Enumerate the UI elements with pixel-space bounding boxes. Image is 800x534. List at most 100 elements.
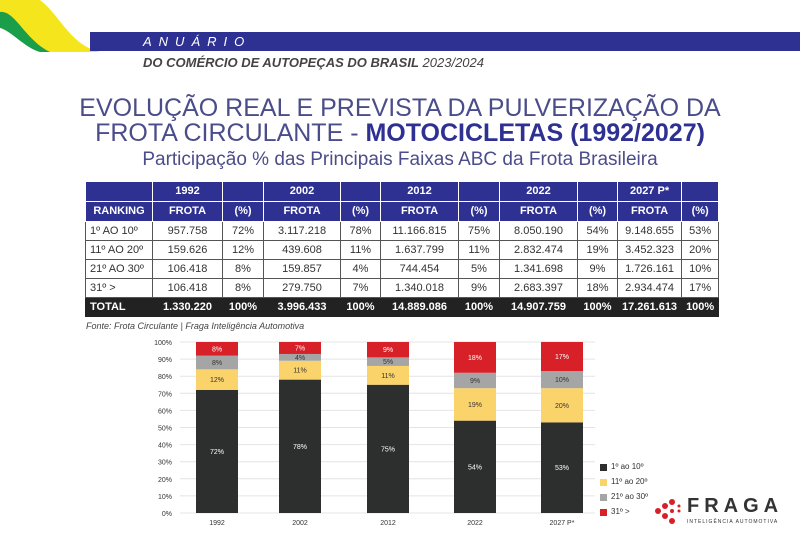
y-tick-label: 40% <box>158 443 172 450</box>
value-cell: 8% <box>222 259 264 279</box>
data-label: 9% <box>470 378 480 385</box>
value-cell: 9% <box>458 278 500 298</box>
rank-cell: 1º AO 10º <box>85 221 153 241</box>
bar-segment <box>454 342 496 373</box>
value-cell: 3.117.218 <box>263 221 341 241</box>
data-label: 10% <box>555 377 569 384</box>
value-cell: 106.418 <box>152 278 223 298</box>
data-label: 12% <box>210 377 224 384</box>
data-label: 7% <box>295 345 305 352</box>
logo-tagline: INTELIGÊNCIA AUTOMOTIVA <box>687 519 779 525</box>
bar-segment <box>541 342 583 372</box>
x-tick-label: 2012 <box>380 520 396 527</box>
header-cell <box>458 181 500 202</box>
x-tick-label: 1992 <box>209 520 225 527</box>
bar-segment <box>541 422 583 513</box>
value-cell: 18% <box>577 278 618 298</box>
rank-cell: 11º AO 20º <box>85 240 153 260</box>
frota-header: FROTA <box>152 201 223 222</box>
total-cell: 100% <box>458 297 500 317</box>
bar-segment <box>196 369 238 390</box>
value-cell: 3.452.323 <box>616 240 683 260</box>
anuario-label: ANUÁRIO <box>143 34 252 49</box>
table-header-years: 1992 2002 2012 2022 2027 P* <box>85 181 720 202</box>
value-cell: 2.683.397 <box>499 278 578 298</box>
bar-segment <box>279 353 321 361</box>
value-cell: 744.454 <box>380 259 459 279</box>
value-cell: 11% <box>340 240 381 260</box>
legend-item: 1º ao 10º <box>600 462 644 472</box>
table-row: 31º >106.418 8% 279.750 7% 1.340.018 9% 2.683.… <box>85 278 720 298</box>
value-cell: 106.418 <box>152 259 223 279</box>
data-label: 75% <box>381 446 395 453</box>
value-cell: 53% <box>681 221 720 241</box>
x-tick-label: 2002 <box>292 520 308 527</box>
value-cell: 19% <box>577 240 618 260</box>
data-label: 8% <box>212 346 222 353</box>
year-header: 2022 <box>499 181 578 202</box>
table-row: 1º AO 10º 957.758 72% 3.117.218 78% 11.166.81… <box>85 221 720 241</box>
header-cell <box>222 181 264 202</box>
fleet-table: 1992 2002 2012 2022 2027 P* RANKING FROTA (%) FR… <box>85 181 720 317</box>
legend-swatch <box>600 508 607 516</box>
data-label: 11% <box>381 373 395 380</box>
header-band <box>90 32 800 51</box>
value-cell: 4% <box>340 259 381 279</box>
bar-segment <box>367 357 409 366</box>
total-cell: 100% <box>340 297 381 317</box>
fraga-logo-icon <box>655 499 681 524</box>
value-cell: 1.340.018 <box>380 278 459 298</box>
subtitle-bold: DO COMÉRCIO DE AUTOPEÇAS DO BRASIL <box>143 55 419 70</box>
value-cell: 159.857 <box>263 259 341 279</box>
bar-segment <box>196 342 238 356</box>
value-cell: 1.341.698 <box>499 259 578 279</box>
total-label: TOTAL <box>85 297 153 317</box>
data-label: 9% <box>383 347 393 354</box>
bar-segment <box>454 420 496 513</box>
table-row: 21º AO 30º 106.418 8% 159.857 4% 744.454 5% 1.3… <box>85 259 720 279</box>
year-header: 2027 P* <box>616 181 683 202</box>
total-cell: 1.330.220 <box>152 297 223 317</box>
value-cell: 5% <box>458 259 500 279</box>
ranking-header: RANKING <box>85 201 153 222</box>
total-cell: 3.996.433 <box>263 297 341 317</box>
x-tick-label: 2027 P* <box>550 520 575 527</box>
data-label: 20% <box>555 403 569 410</box>
pct-header: (%) <box>681 201 720 222</box>
value-cell: 17% <box>681 278 720 298</box>
value-cell: 9% <box>577 259 618 279</box>
legend-item: 21º ao 30º <box>600 492 648 502</box>
title-line1: EVOLUÇÃO REAL E PREVISTA DA PULVERIZAÇÃO… <box>79 94 721 122</box>
value-cell: 9.148.655 <box>616 221 683 241</box>
value-cell: 957.758 <box>152 221 223 241</box>
value-cell: 2.832.474 <box>499 240 578 260</box>
data-label: 54% <box>468 464 482 471</box>
value-cell: 279.750 <box>263 278 341 298</box>
data-label: 72% <box>210 449 224 456</box>
y-tick-label: 60% <box>158 408 172 415</box>
rank-cell: 21º AO 30º <box>85 259 153 279</box>
value-cell: 20% <box>681 240 720 260</box>
source-note: Fonte: Frota Circulante | Fraga Inteligê… <box>86 321 305 331</box>
value-cell: 1.637.799 <box>380 240 459 260</box>
y-tick-label: 80% <box>158 374 172 381</box>
total-cell: 100% <box>577 297 618 317</box>
value-cell: 2.934.474 <box>616 278 683 298</box>
legend-label: 1º ao 10º <box>611 462 644 471</box>
table-total-row: TOTAL 1.330.220 100% 3.996.433 100% 14.889.08… <box>85 297 720 317</box>
bar-segment <box>454 388 496 421</box>
frota-header: FROTA <box>616 201 683 222</box>
title-line2-normal: FROTA CIRCULANTE - <box>95 119 366 147</box>
bar-segment <box>196 355 238 370</box>
subtitle-year: 2023/2024 <box>422 55 484 70</box>
flag-swoosh <box>0 0 100 53</box>
data-label: 17% <box>555 354 569 361</box>
y-tick-label: 10% <box>158 494 172 501</box>
value-cell: 78% <box>340 221 381 241</box>
y-tick-label: 0% <box>162 511 172 518</box>
bar-segment <box>279 342 321 354</box>
pct-header: (%) <box>340 201 381 222</box>
value-cell: 1.726.161 <box>616 259 683 279</box>
legend-label: 11º ao 20º <box>611 477 648 486</box>
value-cell: 11.166.815 <box>380 221 459 241</box>
